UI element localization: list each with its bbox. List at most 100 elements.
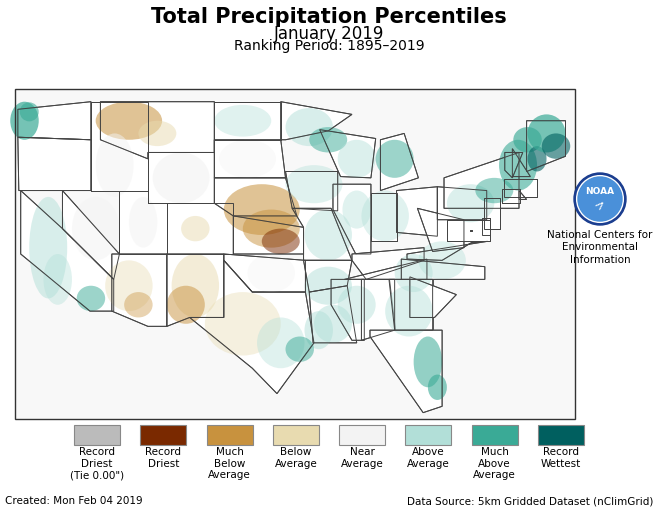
Ellipse shape bbox=[447, 184, 494, 222]
Ellipse shape bbox=[167, 286, 205, 324]
Ellipse shape bbox=[513, 127, 542, 153]
Polygon shape bbox=[352, 248, 424, 279]
Polygon shape bbox=[101, 102, 215, 159]
Polygon shape bbox=[167, 254, 224, 326]
Polygon shape bbox=[333, 184, 371, 254]
Ellipse shape bbox=[475, 178, 513, 203]
Text: January 2019: January 2019 bbox=[274, 25, 384, 43]
Bar bbox=[140, 425, 186, 445]
Text: National Centers for
Environmental
Information: National Centers for Environmental Infor… bbox=[547, 230, 653, 265]
Ellipse shape bbox=[338, 286, 376, 324]
Ellipse shape bbox=[105, 260, 153, 311]
Polygon shape bbox=[309, 286, 357, 343]
Polygon shape bbox=[286, 172, 338, 211]
Ellipse shape bbox=[72, 197, 119, 260]
Polygon shape bbox=[482, 218, 490, 235]
Polygon shape bbox=[389, 279, 432, 330]
Polygon shape bbox=[224, 254, 305, 292]
Text: Created: Mon Feb 04 2019: Created: Mon Feb 04 2019 bbox=[5, 496, 143, 506]
Polygon shape bbox=[513, 149, 530, 177]
Ellipse shape bbox=[542, 133, 570, 159]
Text: Above
Average: Above Average bbox=[407, 447, 450, 469]
Polygon shape bbox=[112, 254, 167, 326]
Ellipse shape bbox=[95, 133, 134, 197]
Ellipse shape bbox=[314, 305, 352, 343]
Polygon shape bbox=[502, 189, 520, 203]
Ellipse shape bbox=[418, 241, 466, 279]
Ellipse shape bbox=[286, 165, 342, 203]
Ellipse shape bbox=[528, 146, 547, 172]
Polygon shape bbox=[504, 179, 537, 197]
Ellipse shape bbox=[124, 292, 153, 318]
Polygon shape bbox=[119, 190, 167, 254]
Ellipse shape bbox=[262, 229, 300, 254]
Ellipse shape bbox=[20, 102, 39, 121]
Polygon shape bbox=[331, 279, 365, 341]
Bar bbox=[339, 425, 385, 445]
Bar bbox=[207, 425, 253, 445]
Polygon shape bbox=[20, 190, 114, 311]
Ellipse shape bbox=[181, 216, 210, 241]
Bar bbox=[15, 89, 575, 419]
Bar bbox=[538, 425, 584, 445]
Polygon shape bbox=[167, 203, 234, 254]
Polygon shape bbox=[470, 230, 472, 231]
Text: Total Precipitation Percentiles: Total Precipitation Percentiles bbox=[151, 7, 507, 27]
Bar bbox=[74, 425, 120, 445]
Polygon shape bbox=[234, 216, 303, 254]
Text: Record
Wettest: Record Wettest bbox=[541, 447, 581, 469]
Polygon shape bbox=[215, 140, 286, 178]
Ellipse shape bbox=[95, 102, 162, 140]
Ellipse shape bbox=[342, 190, 371, 229]
Bar bbox=[273, 425, 319, 445]
Ellipse shape bbox=[43, 254, 72, 305]
Polygon shape bbox=[18, 102, 91, 140]
Polygon shape bbox=[303, 260, 352, 292]
Ellipse shape bbox=[77, 286, 105, 311]
Polygon shape bbox=[215, 178, 297, 216]
Ellipse shape bbox=[499, 140, 537, 190]
Ellipse shape bbox=[215, 105, 271, 136]
Ellipse shape bbox=[247, 254, 295, 292]
Ellipse shape bbox=[205, 292, 281, 356]
Polygon shape bbox=[18, 137, 91, 190]
Ellipse shape bbox=[309, 127, 347, 153]
Ellipse shape bbox=[305, 311, 333, 349]
Ellipse shape bbox=[172, 254, 219, 318]
Polygon shape bbox=[292, 208, 352, 260]
Polygon shape bbox=[91, 102, 148, 190]
Ellipse shape bbox=[138, 121, 176, 146]
Ellipse shape bbox=[528, 115, 565, 153]
Polygon shape bbox=[344, 259, 427, 279]
Ellipse shape bbox=[286, 336, 314, 362]
Polygon shape bbox=[380, 133, 418, 190]
Text: Record
Driest: Record Driest bbox=[145, 447, 182, 469]
Ellipse shape bbox=[219, 140, 276, 178]
Polygon shape bbox=[505, 153, 523, 178]
Bar bbox=[405, 425, 451, 445]
Ellipse shape bbox=[29, 197, 67, 298]
Ellipse shape bbox=[395, 254, 432, 292]
Polygon shape bbox=[410, 277, 457, 318]
Ellipse shape bbox=[376, 140, 414, 178]
Polygon shape bbox=[371, 193, 397, 241]
Text: Much
Below
Average: Much Below Average bbox=[208, 447, 251, 480]
Ellipse shape bbox=[257, 318, 305, 368]
Text: NOAA: NOAA bbox=[586, 186, 615, 195]
Polygon shape bbox=[447, 220, 490, 241]
Ellipse shape bbox=[361, 190, 409, 241]
Ellipse shape bbox=[305, 267, 352, 305]
Polygon shape bbox=[320, 130, 376, 178]
Ellipse shape bbox=[153, 153, 210, 203]
Text: Much
Above
Average: Much Above Average bbox=[473, 447, 516, 480]
Polygon shape bbox=[281, 102, 352, 140]
Text: Below
Average: Below Average bbox=[274, 447, 317, 469]
Polygon shape bbox=[397, 187, 438, 236]
Polygon shape bbox=[438, 187, 487, 220]
Ellipse shape bbox=[305, 210, 352, 260]
Ellipse shape bbox=[286, 108, 333, 146]
Circle shape bbox=[574, 173, 626, 225]
Polygon shape bbox=[361, 279, 395, 341]
Circle shape bbox=[578, 177, 622, 221]
Polygon shape bbox=[407, 241, 488, 260]
